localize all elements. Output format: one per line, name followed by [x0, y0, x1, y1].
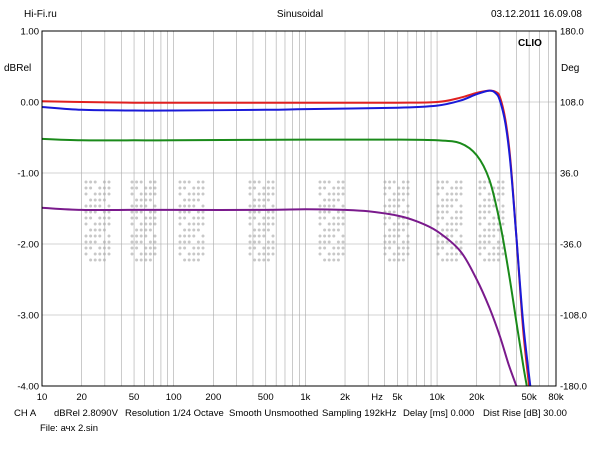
- y2-tick-label: -108.0: [560, 311, 587, 322]
- x-tick-label: 10k: [429, 392, 445, 403]
- y2-tick-label: 36.0: [560, 169, 579, 180]
- y-axis-title: dBRel: [4, 63, 31, 74]
- clio-logo: CLIO: [518, 38, 542, 49]
- footer-channel: CH A: [14, 408, 37, 419]
- x-tick-label: 2k: [340, 392, 350, 403]
- y2-tick-label: 180.0: [560, 27, 584, 38]
- y-tick-label: -4.00: [17, 382, 39, 393]
- x-tick-label: 1k: [300, 392, 310, 403]
- x-tick-label: Hz: [371, 392, 383, 403]
- y2-tick-label: -180.0: [560, 382, 587, 393]
- x-tick-label: 50k: [521, 392, 537, 403]
- series-line-1: [41, 89, 531, 387]
- plot-frame: [41, 30, 557, 387]
- footer-smooth: Smooth Unsmoothed: [229, 408, 319, 419]
- x-tick-label: 100: [166, 392, 182, 403]
- x-tick-label: 50: [129, 392, 140, 403]
- timestamp: 03.12.2011 16.09.08: [490, 9, 582, 20]
- x-tick-label: 500: [258, 392, 274, 403]
- footer-reference: dBRel 2.8090V: [54, 408, 118, 419]
- chart-grid: [42, 31, 556, 386]
- y2-tick-label: 108.0: [560, 98, 584, 109]
- y-tick-label: -3.00: [17, 311, 39, 322]
- x-tick-label: 5k: [392, 392, 402, 403]
- x-tick-label: 20: [76, 392, 87, 403]
- series-line-4: [41, 206, 518, 387]
- site-name: Hi-Fi.ru: [24, 9, 57, 20]
- x-tick-label: 10: [37, 392, 48, 403]
- x-tick-label: 200: [205, 392, 221, 403]
- watermark-dots: [84, 180, 505, 262]
- y2-axis-title: Deg: [561, 63, 579, 74]
- footer-dist-rise: Dist Rise [dB] 30.00: [483, 408, 567, 419]
- y-tick-label: 1.00: [21, 27, 40, 38]
- series-line-2: [41, 89, 532, 387]
- footer-file: File: ачх 2.sin: [40, 423, 99, 434]
- series-line-3: [41, 137, 528, 387]
- measurement-type: Sinusoidal: [276, 9, 324, 20]
- chart-series: [41, 89, 532, 387]
- y2-tick-label: -36.0: [560, 240, 582, 251]
- footer-delay: Delay [ms] 0.000: [403, 408, 475, 419]
- y-tick-label: -2.00: [17, 240, 39, 251]
- axis-labels: 10 20 50 100 200 500 1k 2k Hz 5k 10k 20k 50k 80k 1.00 0…: [17, 27, 587, 404]
- y-tick-label: -1.00: [17, 169, 39, 180]
- footer-sampling: Sampling 192kHz: [322, 408, 397, 419]
- x-tick-label: 20k: [469, 392, 485, 403]
- footer-resolution: Resolution 1/24 Octave: [125, 408, 224, 419]
- x-tick-label: 80k: [548, 392, 564, 403]
- y-tick-label: 0.00: [21, 98, 40, 109]
